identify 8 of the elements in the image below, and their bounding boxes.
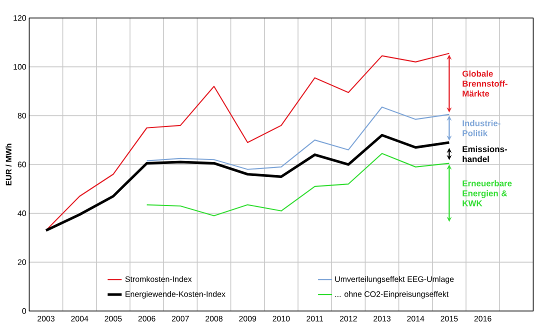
annotation: Erneuerbare Energien & KWK — [462, 180, 512, 206]
annotation: Globale Brennstoff-Märkte — [462, 70, 508, 97]
line-series — [45, 52, 450, 231]
line-series — [146, 106, 450, 170]
annotation: Emissions-handel — [462, 146, 507, 162]
annotation: Industrie-Politik — [462, 120, 500, 136]
line-series — [44, 134, 451, 232]
line-series — [146, 152, 450, 216]
